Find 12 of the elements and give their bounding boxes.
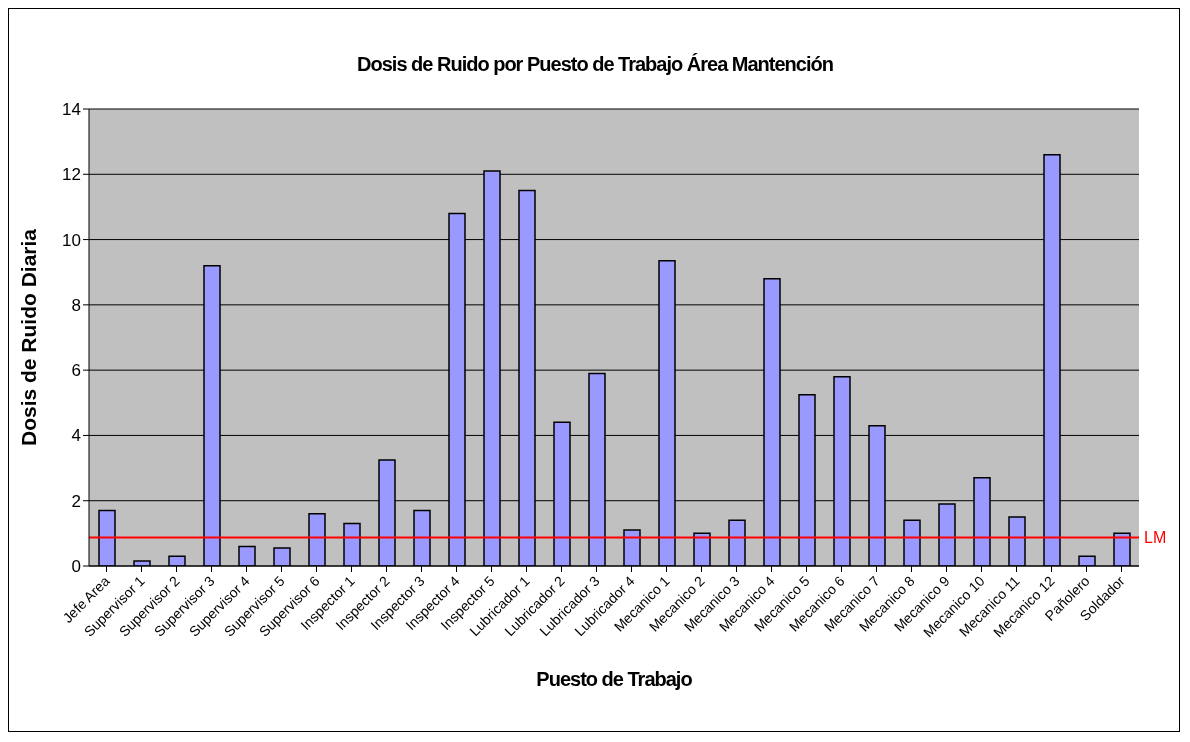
chart-title: Dosis de Ruido por Puesto de Trabajo Área Mantención — [356, 53, 834, 76]
y-tick-label: 8 — [71, 295, 81, 315]
ref-line-label: LM — [1144, 529, 1167, 547]
y-axis-title: Dosis de Ruido Diaria — [17, 228, 41, 447]
y-tick-label: 14 — [62, 100, 81, 120]
y-tick-label: 12 — [62, 165, 81, 185]
y-tick-label: 10 — [62, 230, 81, 250]
y-tick-label: 0 — [71, 557, 81, 577]
x-axis-title: Puesto de Trabajo — [536, 668, 693, 690]
y-tick-label: 2 — [71, 491, 81, 511]
y-tick-label: 6 — [71, 361, 81, 381]
y-tick-label: 4 — [71, 426, 81, 446]
